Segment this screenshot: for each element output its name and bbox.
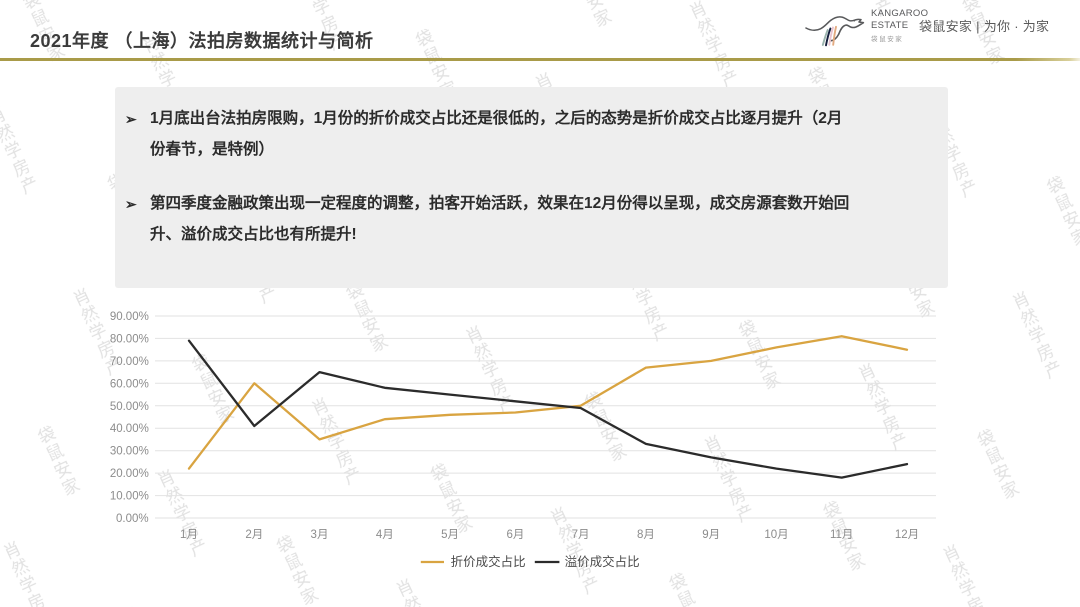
- svg-text:70.00%: 70.00%: [110, 356, 149, 368]
- svg-text:折价成交占比: 折价成交占比: [451, 554, 526, 569]
- svg-text:11月: 11月: [830, 529, 853, 541]
- svg-text:90.00%: 90.00%: [110, 311, 149, 323]
- svg-text:60.00%: 60.00%: [110, 378, 149, 390]
- svg-text:5月: 5月: [441, 529, 459, 541]
- svg-text:溢价成交占比: 溢价成交占比: [565, 554, 640, 569]
- svg-text:1月: 1月: [180, 529, 198, 541]
- svg-text:8月: 8月: [637, 529, 655, 541]
- svg-text:0.00%: 0.00%: [116, 513, 149, 525]
- svg-text:12月: 12月: [895, 529, 919, 541]
- svg-text:10月: 10月: [764, 529, 788, 541]
- svg-text:30.00%: 30.00%: [110, 446, 149, 458]
- svg-text:6月: 6月: [506, 529, 524, 541]
- svg-text:50.00%: 50.00%: [110, 401, 149, 413]
- svg-text:2月: 2月: [245, 529, 263, 541]
- svg-text:7月: 7月: [572, 529, 590, 541]
- svg-text:9月: 9月: [702, 529, 720, 541]
- svg-text:3月: 3月: [311, 529, 329, 541]
- svg-text:80.00%: 80.00%: [110, 333, 149, 345]
- svg-text:20.00%: 20.00%: [110, 468, 149, 480]
- svg-text:40.00%: 40.00%: [110, 423, 149, 435]
- svg-text:10.00%: 10.00%: [110, 491, 149, 503]
- svg-text:4月: 4月: [376, 529, 394, 541]
